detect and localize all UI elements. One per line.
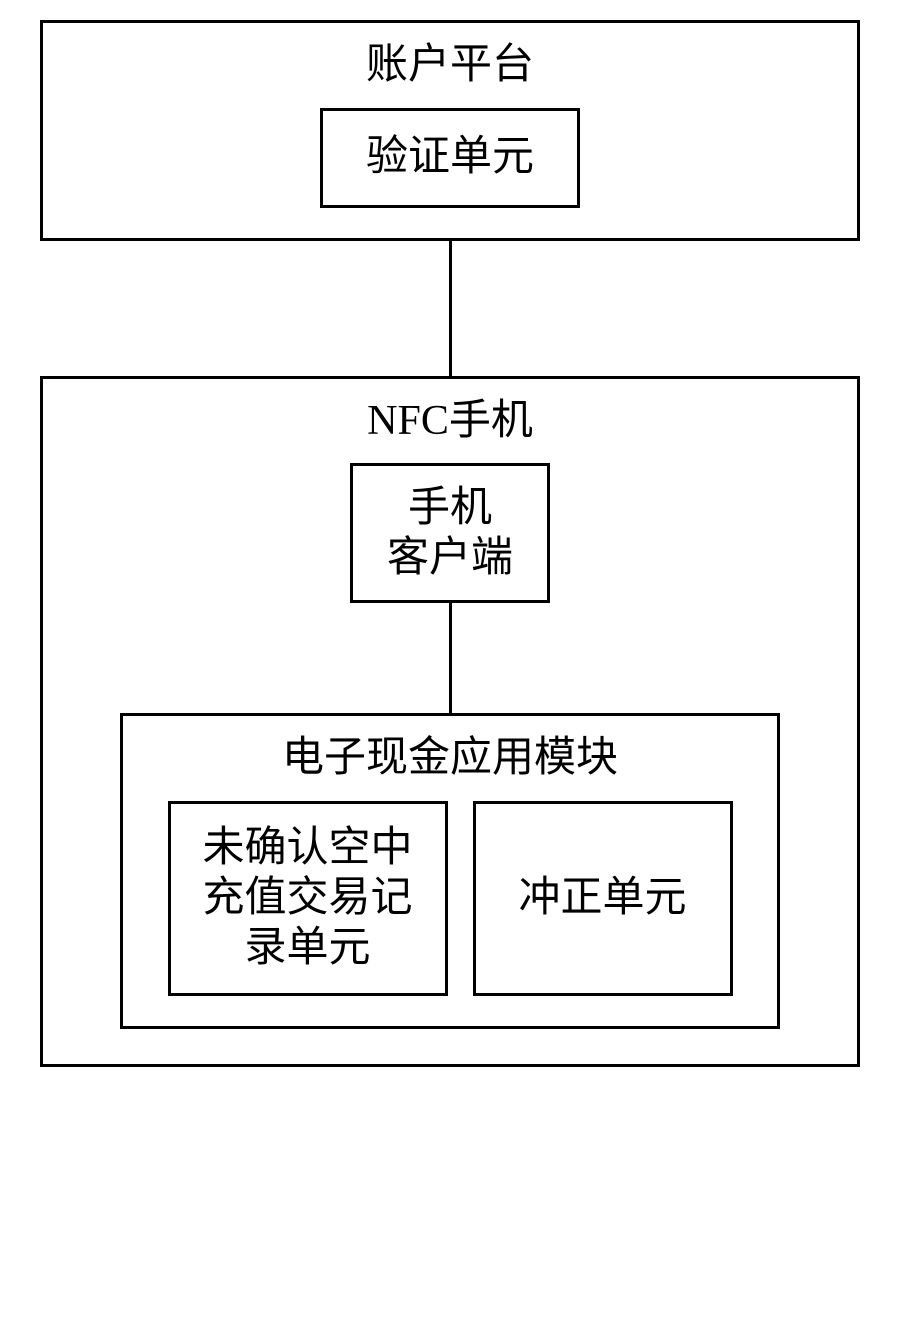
unconfirmed-unit-box: 未确认空中 充值交易记 录单元 (168, 801, 448, 996)
ecash-module-title: 电子现金应用模块 (123, 731, 777, 786)
mobile-client-label-1: 手机 (408, 483, 492, 533)
verification-unit-label: 验证单元 (366, 132, 534, 182)
connector-line-1 (449, 241, 452, 376)
account-platform-title: 账户平台 (43, 38, 857, 93)
unconfirmed-label-2: 充值交易记 (202, 873, 412, 923)
nfc-phone-title: NFC手机 (43, 394, 857, 449)
reversal-unit-box: 冲正单元 (473, 801, 733, 996)
system-diagram: 账户平台 验证单元 NFC手机 手机 客户端 电子现金应用模块 未确认空中 充值… (40, 20, 860, 1067)
verification-unit-box: 验证单元 (320, 108, 580, 208)
connector-line-2 (449, 603, 452, 713)
mobile-client-box: 手机 客户端 (350, 463, 550, 603)
ecash-inner-row: 未确认空中 充值交易记 录单元 冲正单元 (123, 801, 777, 996)
nfc-phone-box: NFC手机 手机 客户端 电子现金应用模块 未确认空中 充值交易记 录单元 冲正… (40, 376, 860, 1067)
unconfirmed-label-1: 未确认空中 (202, 823, 412, 873)
reversal-unit-label: 冲正单元 (518, 873, 686, 923)
unconfirmed-label-3: 录单元 (244, 923, 370, 973)
ecash-module-box: 电子现金应用模块 未确认空中 充值交易记 录单元 冲正单元 (120, 713, 780, 1029)
mobile-client-label-2: 客户端 (387, 533, 513, 583)
account-platform-box: 账户平台 验证单元 (40, 20, 860, 241)
